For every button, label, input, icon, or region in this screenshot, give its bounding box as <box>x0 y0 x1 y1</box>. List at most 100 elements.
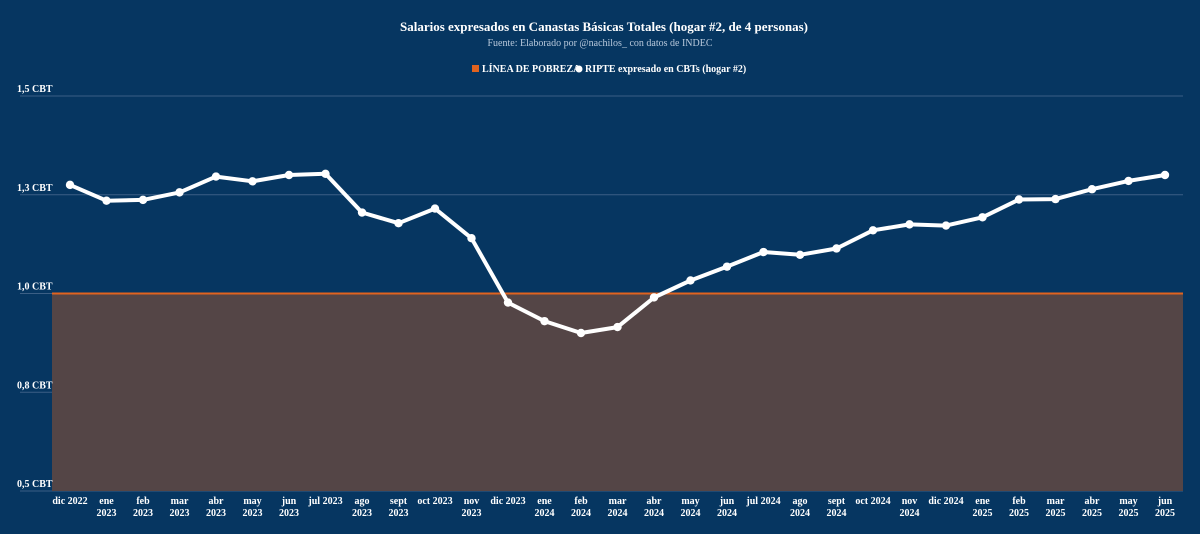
x-tick-label: may 2025 <box>1119 496 1139 519</box>
x-tick-line: 2024 <box>644 508 664 519</box>
x-tick-line: 2025 <box>1119 508 1139 519</box>
ripte-point[interactable] <box>467 234 476 243</box>
x-tick-line: oct 2024 <box>855 496 890 507</box>
x-tick-label: jun 2023 <box>279 496 299 519</box>
x-tick-line: ene <box>99 496 114 507</box>
x-tick-line: ago <box>355 496 370 507</box>
x-tick-label: feb 2025 <box>1009 496 1029 519</box>
ripte-point[interactable] <box>832 244 841 253</box>
ripte-point[interactable] <box>795 250 805 259</box>
ripte-series <box>65 169 1170 338</box>
x-tick-line: 2023 <box>352 508 372 519</box>
x-tick-label: sept 2024 <box>827 496 847 519</box>
ripte-point[interactable] <box>211 172 221 181</box>
ripte-point[interactable] <box>138 195 148 205</box>
x-tick-line: 2024 <box>608 508 628 519</box>
x-tick-line: abr <box>1085 496 1101 507</box>
x-tick-line: sept <box>390 496 408 507</box>
ripte-point[interactable] <box>1014 195 1024 204</box>
x-tick-line: may <box>243 496 261 507</box>
ripte-point[interactable] <box>540 316 549 326</box>
x-tick-line: 2025 <box>1082 508 1102 519</box>
x-tick-line: may <box>1119 496 1137 507</box>
x-tick-label: mar 2025 <box>1046 496 1066 519</box>
ripte-point[interactable] <box>1087 185 1097 194</box>
x-tick-label: may 2023 <box>243 496 263 519</box>
ripte-point[interactable] <box>503 298 513 307</box>
ripte-point[interactable] <box>321 169 330 179</box>
x-tick-line: 2025 <box>1009 508 1029 519</box>
x-tick-line: 2024 <box>571 508 591 519</box>
x-tick-label: ene 2023 <box>97 496 117 519</box>
y-tick-label: 0,5 CBT <box>17 479 53 490</box>
x-tick-line: 2023 <box>170 508 190 519</box>
x-tick-line: mar <box>171 496 189 507</box>
x-tick-label: jul 2024 <box>745 496 780 507</box>
legend-marker-ripte[interactable] <box>575 65 583 73</box>
x-tick-label: oct 2024 <box>855 496 890 507</box>
x-tick-label: mar 2023 <box>170 496 190 519</box>
x-tick-line: 2023 <box>462 508 482 519</box>
legend: LÍNEA DE POBREZA RIPTE expresado en CBTs… <box>472 63 746 75</box>
x-tick-line: oct 2023 <box>417 496 452 507</box>
x-tick-label: ago 2023 <box>352 496 372 519</box>
ripte-point[interactable] <box>941 221 951 230</box>
ripte-point[interactable] <box>576 328 586 338</box>
ripte-point[interactable] <box>1160 170 1170 180</box>
ripte-point[interactable] <box>1051 194 1060 204</box>
x-tick-line: 2025 <box>1155 508 1175 519</box>
x-tick-line: dic 2024 <box>928 496 963 507</box>
x-tick-label: nov 2023 <box>462 496 482 519</box>
ripte-point[interactable] <box>759 247 768 257</box>
x-tick-line: 2024 <box>790 508 810 519</box>
ripte-point[interactable] <box>248 177 257 186</box>
x-tick-line: feb <box>136 496 150 507</box>
y-tick-label: 1,5 CBT <box>17 84 53 95</box>
x-tick-label: sept 2023 <box>389 496 409 519</box>
x-tick-label: dic 2022 <box>52 496 87 507</box>
y-tick-label: 1,0 CBT <box>17 282 53 293</box>
y-axis: 1,5 CBT 1,3 CBT 1,0 CBT 0,8 CBT 0,5 CBT <box>17 84 53 490</box>
x-tick-line: mar <box>1047 496 1065 507</box>
chart-subtitle: Fuente: Elaborado por @nachilos_ con dat… <box>488 38 713 49</box>
x-tick-line: jun <box>281 496 297 507</box>
ripte-point[interactable] <box>284 170 294 180</box>
x-tick-label: ene 2025 <box>973 496 993 519</box>
x-tick-label: ene 2024 <box>535 496 555 519</box>
ripte-point[interactable] <box>978 213 987 222</box>
x-tick-line: 2024 <box>681 508 701 519</box>
x-tick-line: sept <box>828 496 846 507</box>
ripte-point[interactable] <box>905 220 914 229</box>
x-tick-label: mar 2024 <box>608 496 628 519</box>
x-tick-line: abr <box>647 496 663 507</box>
x-tick-line: ene <box>537 496 552 507</box>
ripte-point[interactable] <box>1124 176 1133 186</box>
ripte-point[interactable] <box>613 322 622 332</box>
x-tick-line: jun <box>719 496 735 507</box>
legend-label-ripte[interactable]: RIPTE expresado en CBTs (hogar #2) <box>585 64 746 75</box>
ripte-point[interactable] <box>686 276 695 285</box>
ripte-point[interactable] <box>649 293 659 302</box>
ripte-point[interactable] <box>102 196 111 205</box>
x-tick-line: 2024 <box>535 508 555 519</box>
ripte-point[interactable] <box>430 204 440 213</box>
x-tick-line: may <box>681 496 699 507</box>
x-tick-line: jul 2024 <box>745 496 780 507</box>
x-tick-line: ago <box>793 496 808 507</box>
ripte-point[interactable] <box>868 226 878 235</box>
ripte-point[interactable] <box>394 218 403 228</box>
ripte-point[interactable] <box>175 188 184 197</box>
x-tick-line: ene <box>975 496 990 507</box>
legend-marker-poverty-line[interactable] <box>472 65 479 72</box>
x-tick-label: dic 2023 <box>490 496 525 507</box>
ripte-point[interactable] <box>65 180 75 190</box>
x-tick-line: 2025 <box>973 508 993 519</box>
x-tick-line: 2023 <box>243 508 263 519</box>
ripte-point[interactable] <box>722 262 732 271</box>
ripte-point[interactable] <box>357 208 367 217</box>
legend-label-poverty-line[interactable]: LÍNEA DE POBREZA <box>482 63 581 75</box>
x-tick-line: nov <box>902 496 918 507</box>
x-tick-line: 2025 <box>1046 508 1066 519</box>
x-tick-label: may 2024 <box>681 496 701 519</box>
